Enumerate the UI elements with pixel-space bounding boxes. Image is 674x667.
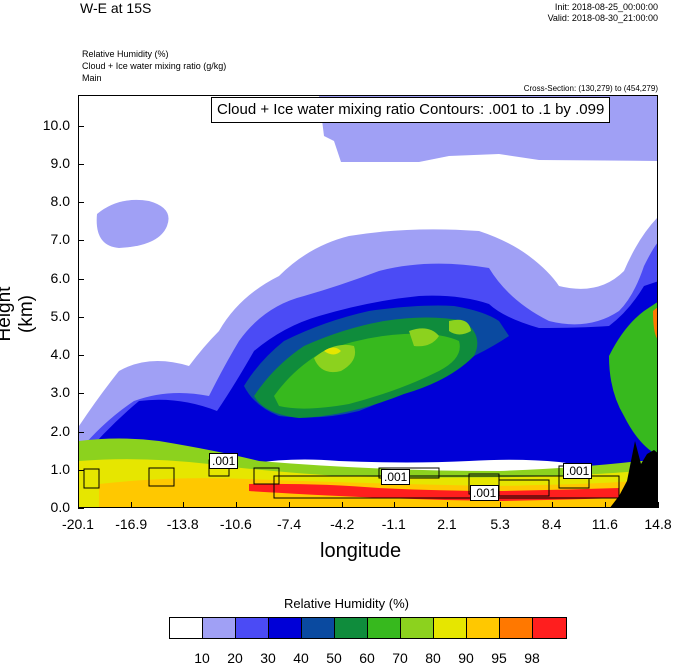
colorbar-swatch bbox=[302, 618, 335, 638]
x-tick-label: -16.9 bbox=[115, 516, 148, 532]
colorbar-swatch bbox=[500, 618, 533, 638]
x-tick-mark bbox=[182, 502, 184, 508]
y-tick-mark bbox=[78, 431, 84, 433]
contour-info-box: Cloud + Ice water mixing ratio Contours:… bbox=[211, 97, 611, 123]
y-tick-label: 0.0 bbox=[50, 499, 70, 515]
colorbar-level-label: 90 bbox=[458, 650, 474, 666]
terrain bbox=[610, 441, 657, 507]
y-axis-label: Height (km) bbox=[0, 286, 37, 342]
x-tick-label: -7.4 bbox=[276, 516, 302, 532]
colorbar-level-label: 60 bbox=[359, 650, 375, 666]
saturated-band bbox=[249, 483, 619, 501]
x-tick-mark bbox=[393, 502, 395, 508]
rh-80-region bbox=[314, 319, 471, 373]
x-tick-label: 5.3 bbox=[490, 516, 510, 532]
x-tick-label: 11.6 bbox=[591, 516, 618, 532]
y-tick-label: 6.0 bbox=[50, 269, 70, 286]
right-moist-core bbox=[609, 302, 657, 455]
y-tick-mark bbox=[78, 316, 84, 318]
x-tick-mark bbox=[604, 502, 606, 508]
colorbar-level-label: 40 bbox=[293, 650, 309, 666]
colorbar-swatch bbox=[533, 618, 566, 638]
x-tick-label: -20.1 bbox=[62, 516, 94, 532]
x-tick-label: 8.4 bbox=[541, 516, 562, 532]
x-axis-label: longitude bbox=[320, 540, 402, 562]
valid-time: Valid: 2018-08-30_21:00:00 bbox=[547, 13, 658, 23]
colorbar-swatch bbox=[434, 618, 467, 638]
y-tick-mark bbox=[78, 355, 84, 357]
variable-label-cloud: Cloud + Ice water mixing ratio (g/kg) bbox=[82, 61, 227, 71]
colorbar-level-label: 10 bbox=[194, 650, 210, 666]
y-tick-label: 2.0 bbox=[50, 422, 70, 439]
y-tick-mark bbox=[78, 278, 84, 280]
y-tick-mark bbox=[78, 393, 84, 395]
x-tick-label: -4.2 bbox=[330, 516, 355, 532]
y-tick-mark bbox=[78, 508, 84, 509]
plot-title: W-E at 15S bbox=[80, 0, 152, 16]
colorbar-swatch bbox=[335, 618, 368, 638]
x-tick-mark bbox=[131, 502, 133, 508]
y-tick-label: 8.0 bbox=[50, 193, 70, 210]
rh-heatmap bbox=[79, 96, 657, 507]
x-tick-mark bbox=[658, 502, 659, 508]
colorbar-level-label: 50 bbox=[326, 650, 342, 666]
colorbar-swatch bbox=[368, 618, 401, 638]
x-tick-mark bbox=[551, 502, 553, 508]
colorbar-title: Relative Humidity (%) bbox=[284, 596, 409, 611]
y-tick-label: 1.0 bbox=[50, 460, 70, 477]
y-tick-mark bbox=[78, 469, 84, 471]
colorbar-level-label: 98 bbox=[524, 650, 540, 666]
contour-label: .001 bbox=[381, 469, 411, 485]
colorbar bbox=[169, 617, 567, 639]
x-tick-mark bbox=[446, 502, 448, 508]
colorbar-swatch bbox=[401, 618, 434, 638]
colorbar-swatch bbox=[236, 618, 269, 638]
y-tick-label: 9.0 bbox=[50, 154, 70, 171]
colorbar-level-label: 70 bbox=[392, 650, 408, 666]
x-tick-label: -1.1 bbox=[381, 516, 406, 532]
x-tick-label: 14.8 bbox=[644, 516, 672, 532]
right-edge-core bbox=[653, 307, 657, 339]
variable-label-main: Main bbox=[82, 73, 102, 83]
x-tick-mark bbox=[78, 502, 79, 508]
colorbar-swatch bbox=[467, 618, 500, 638]
contour-label: .001 bbox=[563, 463, 593, 479]
init-time: Init: 2018-08-25_00:00:00 bbox=[554, 2, 658, 12]
variable-label-rh: Relative Humidity (%) bbox=[82, 49, 169, 59]
rh-90-region bbox=[324, 347, 341, 355]
x-tick-label: -13.8 bbox=[166, 516, 199, 532]
rh-70-region bbox=[274, 333, 460, 409]
x-tick-mark bbox=[235, 502, 237, 508]
y-tick-label: 10.0 bbox=[42, 116, 70, 133]
y-tick-label: 7.0 bbox=[50, 231, 70, 248]
x-tick-mark bbox=[342, 502, 344, 508]
contour-label: .001 bbox=[209, 453, 239, 469]
x-tick-label: 2.1 bbox=[437, 516, 457, 532]
y-tick-label: 5.0 bbox=[50, 307, 70, 324]
x-tick-label: -10.6 bbox=[219, 516, 252, 532]
x-tick-mark bbox=[289, 502, 291, 508]
cloud-cap-left bbox=[96, 199, 169, 248]
colorbar-swatch bbox=[170, 618, 203, 638]
x-tick-mark bbox=[500, 502, 502, 508]
y-tick-mark bbox=[78, 202, 84, 204]
colorbar-swatch bbox=[269, 618, 302, 638]
colorbar-level-label: 20 bbox=[227, 650, 243, 666]
contour-label: .001 bbox=[470, 485, 500, 501]
y-tick-mark bbox=[78, 125, 84, 127]
cross-section-plot bbox=[78, 95, 658, 508]
colorbar-level-label: 80 bbox=[425, 650, 441, 666]
colorbar-level-label: 95 bbox=[491, 650, 507, 666]
colorbar-level-label: 30 bbox=[260, 650, 276, 666]
y-tick-label: 4.0 bbox=[50, 346, 70, 363]
colorbar-swatch bbox=[203, 618, 236, 638]
y-tick-mark bbox=[78, 240, 84, 242]
y-tick-label: 3.0 bbox=[50, 384, 70, 401]
cross-section-label: Cross-Section: (130,279) to (454,279) bbox=[523, 84, 658, 93]
y-tick-mark bbox=[78, 163, 84, 165]
